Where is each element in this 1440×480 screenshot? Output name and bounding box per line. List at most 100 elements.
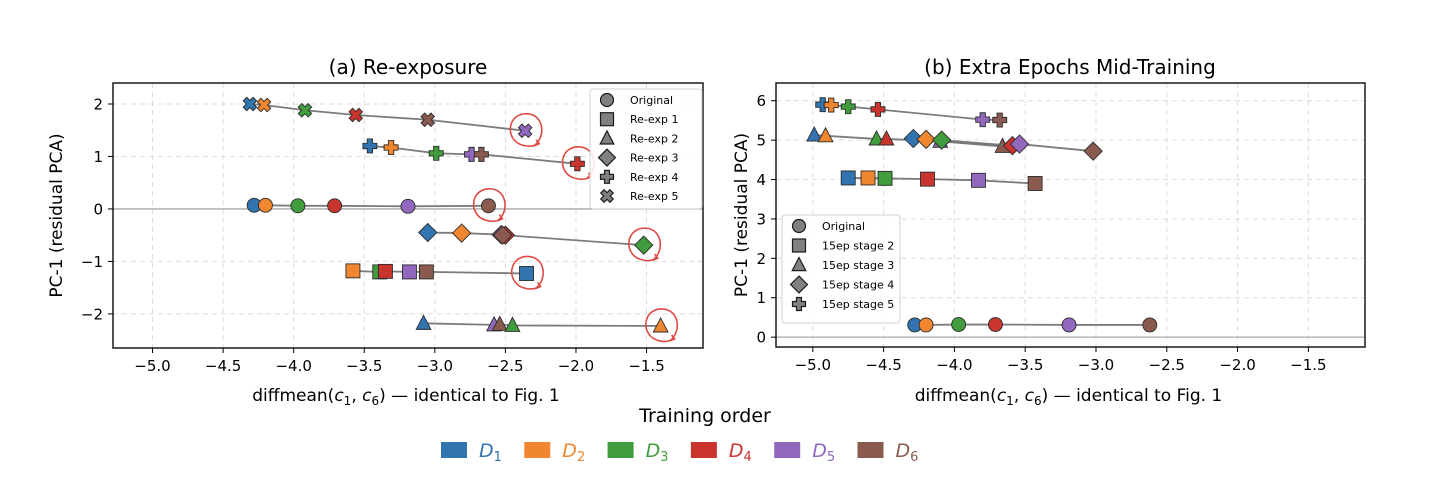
- highlight-circle-annotation: [628, 227, 662, 262]
- data-point-d3: [877, 170, 893, 186]
- y-tick-label: 0: [756, 329, 766, 347]
- data-point-d4: [878, 129, 895, 146]
- data-point-d2: [918, 317, 934, 333]
- data-point-d6: [491, 315, 508, 331]
- data-point-d3: [931, 130, 952, 150]
- data-point-d5: [517, 123, 533, 139]
- color-swatch: [857, 442, 884, 458]
- y-tick-label: 3: [756, 210, 766, 228]
- series-15ep-stage-4: [903, 128, 1103, 161]
- x-tick-label: −1.5: [1290, 356, 1326, 374]
- legend-box: [589, 88, 703, 210]
- data-point-d3: [504, 316, 521, 332]
- legend-label: D6: [896, 440, 919, 465]
- x-tick-label: −3.0: [1078, 356, 1114, 374]
- data-point-d5: [975, 112, 991, 128]
- x-tick-label: −2.0: [558, 357, 594, 375]
- legend-label: Re-exp 4: [630, 171, 678, 184]
- legend-item-d2: D2: [524, 440, 585, 465]
- axes-frame: [775, 82, 1366, 348]
- data-point-d3: [297, 102, 313, 118]
- x-tick-label: −4.5: [205, 357, 241, 375]
- legend-label: Original: [630, 94, 673, 107]
- data-point-d1: [242, 96, 258, 112]
- training-order-title: Training order: [638, 405, 771, 427]
- data-point-d4: [870, 101, 886, 117]
- series-15ep-stage-2: [840, 170, 1043, 191]
- data-point-d6: [1083, 141, 1103, 161]
- data-point-d5: [400, 198, 416, 214]
- color-swatch: [690, 442, 717, 458]
- data-point-d6: [481, 198, 496, 214]
- data-point-d2: [256, 97, 272, 113]
- data-point-d6: [492, 225, 513, 245]
- data-point-d1: [519, 266, 535, 281]
- series-line: [249, 103, 526, 132]
- legend-item-d1: D1: [441, 440, 502, 465]
- y-tick-label: 2: [93, 95, 103, 113]
- x-tick-label: −3.5: [346, 357, 382, 375]
- legend-diamond-marker-icon: [597, 148, 617, 167]
- data-point-d6: [418, 264, 434, 280]
- data-point-d5: [401, 264, 417, 280]
- x-axis-label: diffmean(c1, c6) — identical to Fig. 1: [915, 386, 1223, 408]
- series-re-exp-5: [242, 96, 543, 148]
- series-re-exp-3: [418, 222, 662, 262]
- data-point-d1: [418, 222, 438, 243]
- y-tick-label: 1: [93, 148, 103, 166]
- legend-item-d3: D3: [607, 440, 669, 465]
- data-point-d1: [806, 125, 823, 142]
- data-point-d6: [1142, 317, 1158, 333]
- series-re-exp-2: [415, 308, 679, 343]
- y-tick-label: −2: [81, 305, 103, 323]
- highlight-circle-annotation: [511, 255, 544, 290]
- color-swatch: [607, 442, 634, 458]
- panel-title: (a) Re-exposure: [329, 55, 488, 79]
- data-point-d6: [1027, 176, 1043, 191]
- x-tick-label: −4.0: [275, 357, 311, 375]
- x-tick-label: −2.5: [487, 357, 523, 375]
- series-15ep-stage-5: [815, 97, 1008, 128]
- legend-circle-marker-icon: [791, 218, 807, 234]
- legend-item-d4: D4: [690, 440, 752, 465]
- color-swatch: [774, 442, 801, 458]
- y-tick-label: 4: [756, 171, 766, 189]
- training-order-legend: Training order D1 D2 D3 D4 D5 D6: [441, 405, 918, 465]
- legend-diamond-marker-icon: [789, 275, 809, 294]
- x-tick-label: −3.0: [417, 357, 453, 375]
- marker-legend: Original Re-exp 1 Re-exp 2 Re-exp 3 Re-exp 4…: [589, 88, 703, 210]
- panel-title: (b) Extra Epochs Mid-Training: [924, 55, 1216, 79]
- data-point-d2: [916, 129, 936, 150]
- panel-extra-epochs: −5.0 −4.5 −4.0 −3.5 −3.0 −2.5 −2.0 −1.5 0 1 2 3 4 5 6 (…: [732, 55, 1366, 408]
- highlight-circle-annotation: [509, 112, 543, 148]
- series-original: [907, 317, 1158, 333]
- legend-label: 15ep stage 4: [822, 279, 894, 292]
- data-point-d6: [420, 112, 436, 128]
- data-point-d4: [377, 263, 393, 279]
- data-point-d4: [569, 156, 585, 172]
- legend-label: Re-exp 2: [630, 132, 678, 145]
- y-tick-label: 1: [756, 289, 766, 307]
- data-point-d1: [903, 128, 924, 149]
- data-point-d6: [992, 112, 1008, 128]
- data-point-d4: [988, 317, 1003, 332]
- data-point-d1: [415, 314, 432, 330]
- data-point-d2: [860, 170, 876, 186]
- legend-label: D4: [729, 440, 752, 465]
- legend-square-marker-icon: [791, 238, 807, 253]
- color-swatch: [441, 442, 467, 458]
- x-tick-label: −2.0: [1219, 356, 1255, 374]
- highlight-circle-annotation: [472, 187, 506, 223]
- legend-plus-marker-icon: [599, 169, 615, 184]
- series-original: [246, 187, 506, 223]
- data-point-d2: [652, 316, 669, 333]
- grid: [113, 83, 703, 348]
- series-line: [254, 204, 489, 208]
- legend-label: D3: [646, 440, 669, 465]
- y-tick-label: 5: [756, 132, 766, 150]
- legend-label: D5: [812, 440, 835, 465]
- series-re-exp-1: [345, 255, 544, 290]
- data-point-d2: [345, 263, 361, 279]
- axes-frame: [112, 82, 704, 349]
